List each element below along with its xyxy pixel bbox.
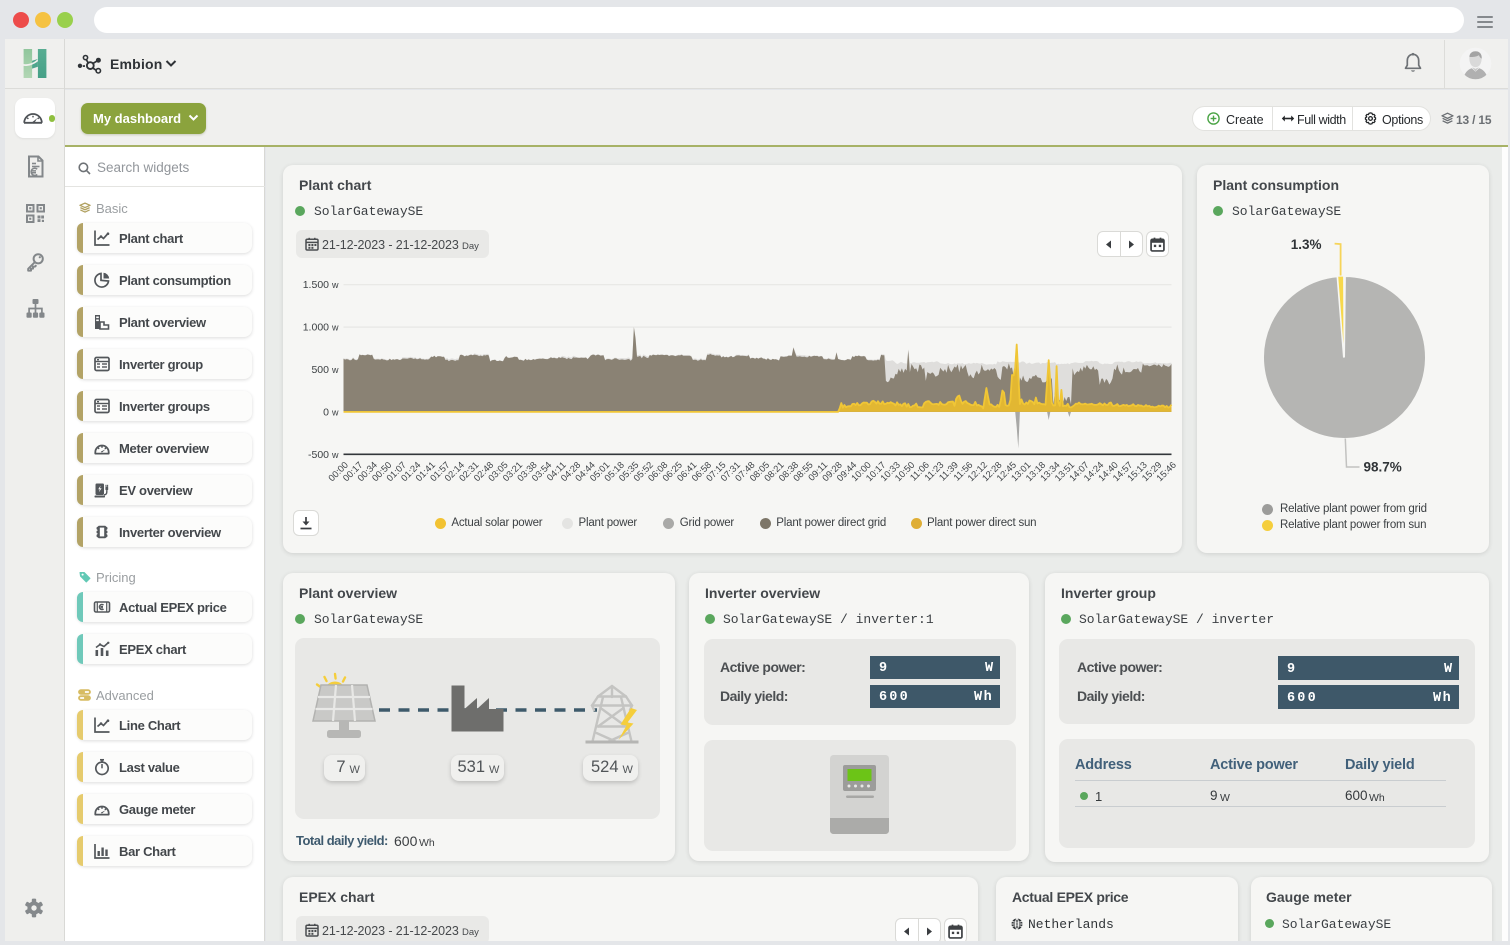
svg-text:w: w: [331, 323, 339, 333]
svg-text:w: w: [331, 280, 339, 290]
svg-text:w: w: [331, 365, 339, 375]
svg-text:500: 500: [311, 364, 329, 376]
svg-text:w: w: [331, 450, 339, 460]
svg-text:1.500: 1.500: [303, 279, 329, 291]
svg-text:98.7%: 98.7%: [1364, 460, 1402, 475]
svg-text:0: 0: [323, 406, 329, 418]
svg-text:1.3%: 1.3%: [1291, 237, 1322, 252]
svg-text:1.000: 1.000: [303, 322, 329, 334]
svg-text:w: w: [331, 407, 339, 417]
svg-text:-500: -500: [308, 449, 329, 461]
